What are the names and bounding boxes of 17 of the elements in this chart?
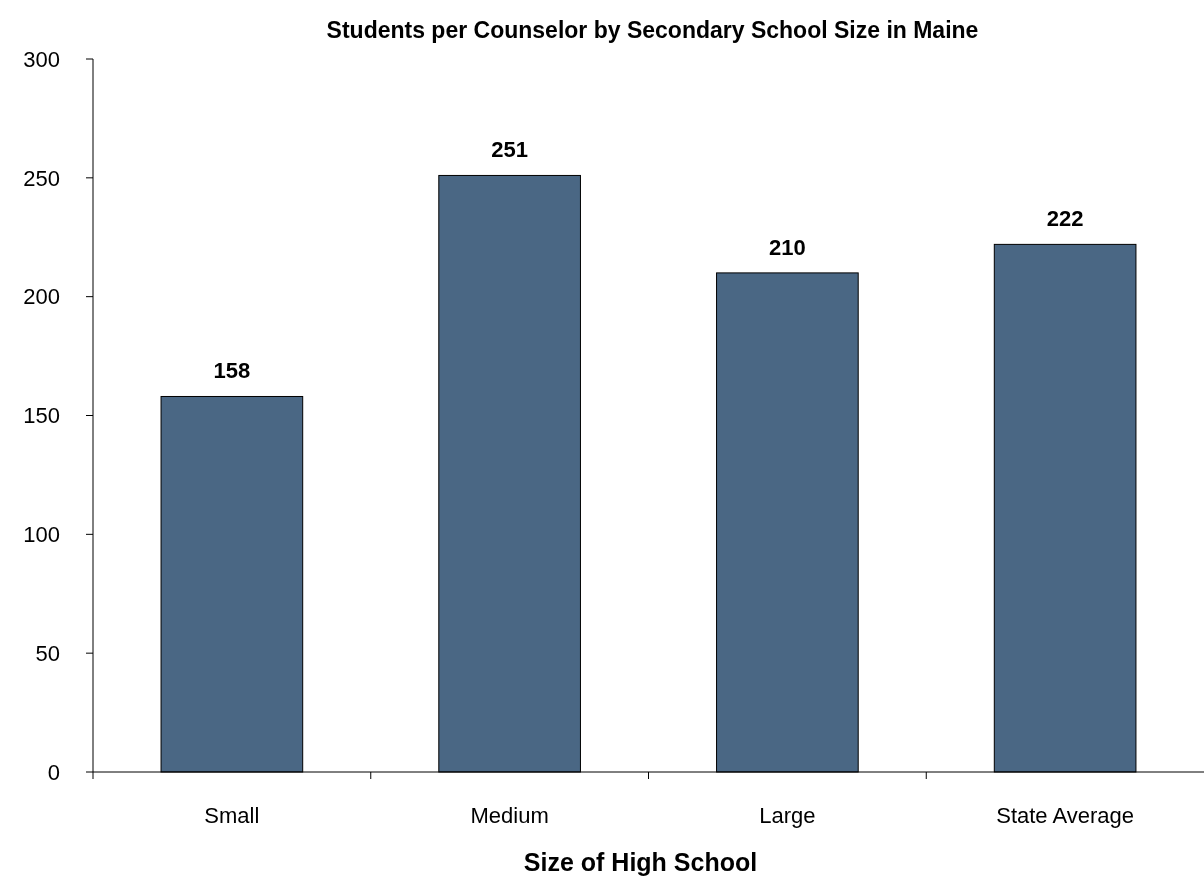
y-tick-label: 0 — [47, 759, 60, 785]
data-label: 222 — [1046, 206, 1084, 232]
chart-title: Students per Counselor by Secondary School Size in Maine — [326, 17, 979, 43]
y-tick-label: 150 — [23, 403, 60, 429]
y-tick-label: 100 — [23, 522, 60, 548]
y-tick-label: 50 — [35, 640, 60, 666]
y-tick-label: 250 — [23, 165, 60, 191]
data-label: 158 — [213, 358, 251, 384]
data-label: 251 — [491, 137, 528, 163]
x-tick-label: Small — [204, 803, 260, 828]
x-tick-label: Large — [759, 803, 816, 828]
x-tick-label: Medium — [470, 803, 549, 828]
x-axis-title: Size of High School — [523, 848, 758, 876]
x-tick-label: State Average — [996, 803, 1135, 828]
y-tick-label: 200 — [23, 284, 60, 310]
data-label: 210 — [769, 234, 806, 260]
y-tick-label: 300 — [23, 46, 60, 72]
